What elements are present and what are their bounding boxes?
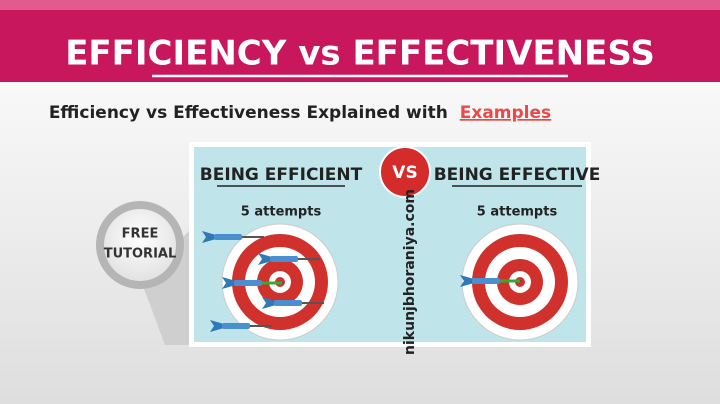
header-title: EFFICIENCY vs EFFECTIVENESS (65, 34, 655, 74)
badge-line2: TUTORIAL (104, 247, 177, 262)
right-darts (459, 274, 523, 288)
left-caption: 5 attempts (241, 205, 322, 220)
subtitle: Efficiency vs Effectiveness Explained wi… (49, 103, 551, 123)
left-darts (201, 230, 325, 333)
header-strip (0, 0, 720, 10)
right-caption: 5 attempts (477, 205, 558, 220)
right-heading: BEING EFFECTIVE (434, 165, 601, 185)
badge (104, 209, 176, 281)
subtitle-highlight: Examples (460, 103, 551, 123)
vs-label: VS (392, 163, 417, 183)
left-heading: BEING EFFICIENT (200, 165, 363, 185)
header-band (0, 0, 720, 82)
vs-circle (379, 146, 431, 198)
badge-line1: FREE (122, 227, 159, 242)
subtitle-text: Efficiency vs Effectiveness Explained wi… (49, 103, 448, 123)
watermark: nikunjbhoraniya.com (402, 189, 418, 355)
